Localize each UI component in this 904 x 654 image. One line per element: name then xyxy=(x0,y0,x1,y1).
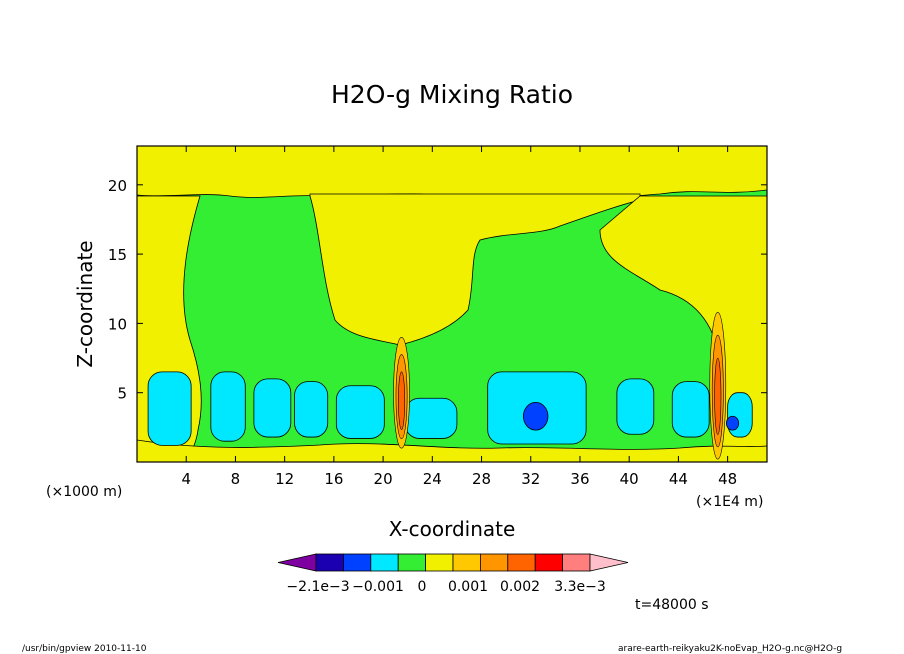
x-unit-left: (×1000 m) xyxy=(46,484,122,500)
colorbar xyxy=(277,553,629,572)
warm-streak xyxy=(398,371,406,430)
colorbar-label: 0 xyxy=(418,579,427,595)
x-tick-label: 20 xyxy=(374,470,393,488)
colorbar-box xyxy=(342,553,372,572)
x-axis-ticks: 4 8 12 16 20 24 28 32 36 40 44 48 xyxy=(181,146,737,488)
y-axis-label: Z-coordinate xyxy=(73,240,97,367)
colorbar-low-arrow xyxy=(277,553,317,572)
dark-blue-cell xyxy=(522,402,549,431)
cyan-cell xyxy=(404,397,458,439)
cyan-cell xyxy=(253,378,292,438)
y-axis-ticks: 5 10 15 20 xyxy=(108,177,767,403)
x-tick-label: 48 xyxy=(718,470,737,488)
colorbar-label: 0.001 xyxy=(448,579,488,595)
colorbar-box xyxy=(479,553,509,572)
colorbar-label: 3.3e−3 xyxy=(554,579,606,595)
plot-area xyxy=(137,146,767,462)
colorbar-labels: −2.1e−3 −0.001 0 0.001 0.002 3.3e−3 xyxy=(286,579,605,595)
footer-left: /usr/bin/gpview 2010-11-10 xyxy=(22,644,147,654)
plot-frame xyxy=(136,145,768,463)
footer-right: arare-earth-reikyaku2K-noEvap_H2O-g.nc@H… xyxy=(618,644,842,654)
cyan-cell xyxy=(616,378,655,435)
time-label: t=48000 s xyxy=(635,597,709,613)
x-tick-label: 8 xyxy=(231,470,241,488)
cyan-cell xyxy=(294,381,329,438)
cyan-cell xyxy=(147,371,192,446)
x-tick-label: 44 xyxy=(669,470,688,488)
x-tick-label: 40 xyxy=(620,470,639,488)
warm-streaks xyxy=(393,312,727,460)
dark-blue-cell xyxy=(725,415,740,431)
colorbar-box xyxy=(534,553,564,572)
colorbar-box xyxy=(370,553,399,572)
y-tick-label: 20 xyxy=(108,177,127,195)
colorbar-label: 0.002 xyxy=(500,579,540,595)
x-tick-label: 28 xyxy=(472,470,491,488)
x-tick-label: 16 xyxy=(324,470,343,488)
colorbar-box xyxy=(507,553,536,572)
colorbar-box xyxy=(425,553,454,572)
cyan-cell xyxy=(335,385,385,439)
colorbar-label: −0.001 xyxy=(352,579,404,595)
x-tick-label: 12 xyxy=(275,470,294,488)
central-yellow-plume xyxy=(309,193,641,346)
x-tick-label: 4 xyxy=(181,470,191,488)
x-tick-label: 24 xyxy=(423,470,442,488)
y-tick-label: 15 xyxy=(108,246,127,264)
upper-yellow-layer xyxy=(137,146,767,199)
cyan-cell xyxy=(671,381,710,438)
warm-streak xyxy=(714,357,722,435)
dark-blue-cells xyxy=(522,402,740,431)
y-tick-label: 5 xyxy=(117,385,127,403)
y-tick-label: 10 xyxy=(108,315,127,333)
colorbar-box xyxy=(562,553,591,572)
colorbar-box xyxy=(397,553,427,572)
x-tick-label: 36 xyxy=(570,470,589,488)
colorbar-label: −2.1e−3 xyxy=(286,579,349,595)
colorbar-high-arrow xyxy=(589,553,629,572)
x-tick-label: 32 xyxy=(521,470,540,488)
cyan-cell xyxy=(210,371,246,442)
x-unit-right: (×1E4 m) xyxy=(696,494,763,510)
colorbar-box xyxy=(452,553,481,572)
colorbar-box xyxy=(315,553,344,572)
chart-title: H2O-g Mixing Ratio xyxy=(331,80,573,109)
x-axis-label: X-coordinate xyxy=(389,517,516,541)
